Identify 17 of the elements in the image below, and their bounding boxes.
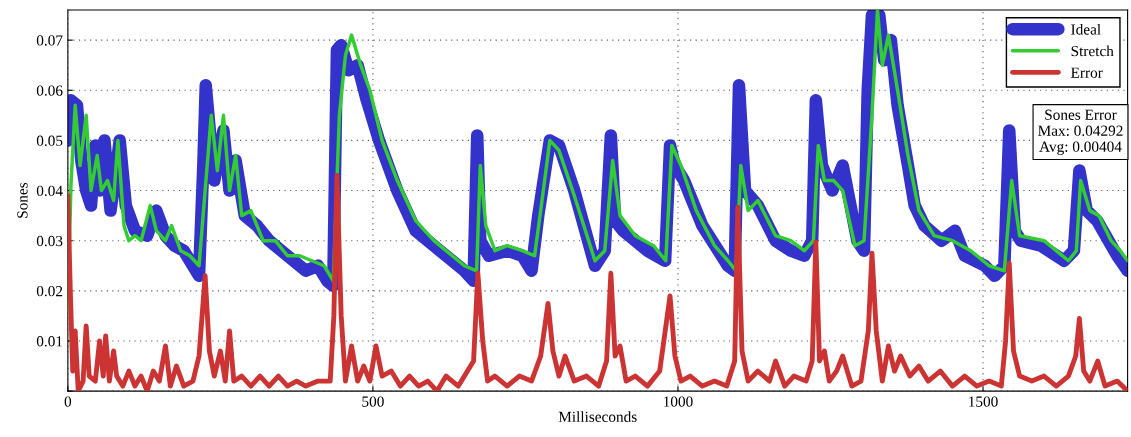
x-tick-label: 500 xyxy=(362,396,384,407)
y-axis-title: Sones xyxy=(17,182,28,218)
legend-label: Stretch xyxy=(1071,45,1114,57)
x-axis-title: Milliseconds xyxy=(558,411,637,422)
annotation: Sones Error Max: 0.04292 Avg: 0.00404 xyxy=(1038,109,1123,155)
legend-label: Ideal xyxy=(1071,23,1101,35)
y-tick-label: 0.06 xyxy=(36,85,63,96)
x-tick-label: 0 xyxy=(64,396,72,407)
x-tick-label: 1500 xyxy=(969,396,998,407)
y-tick-label: 0.07 xyxy=(36,35,63,46)
y-tick-label: 0.03 xyxy=(36,235,63,247)
x-tick-label: 1000 xyxy=(664,396,693,407)
y-tick-label: 0.05 xyxy=(36,135,63,146)
y-tick-label: 0.02 xyxy=(36,285,63,297)
y-tick-label: 0.01 xyxy=(36,336,63,347)
legend-label: Error xyxy=(1071,67,1103,78)
y-tick-label: 0.04 xyxy=(36,185,63,197)
